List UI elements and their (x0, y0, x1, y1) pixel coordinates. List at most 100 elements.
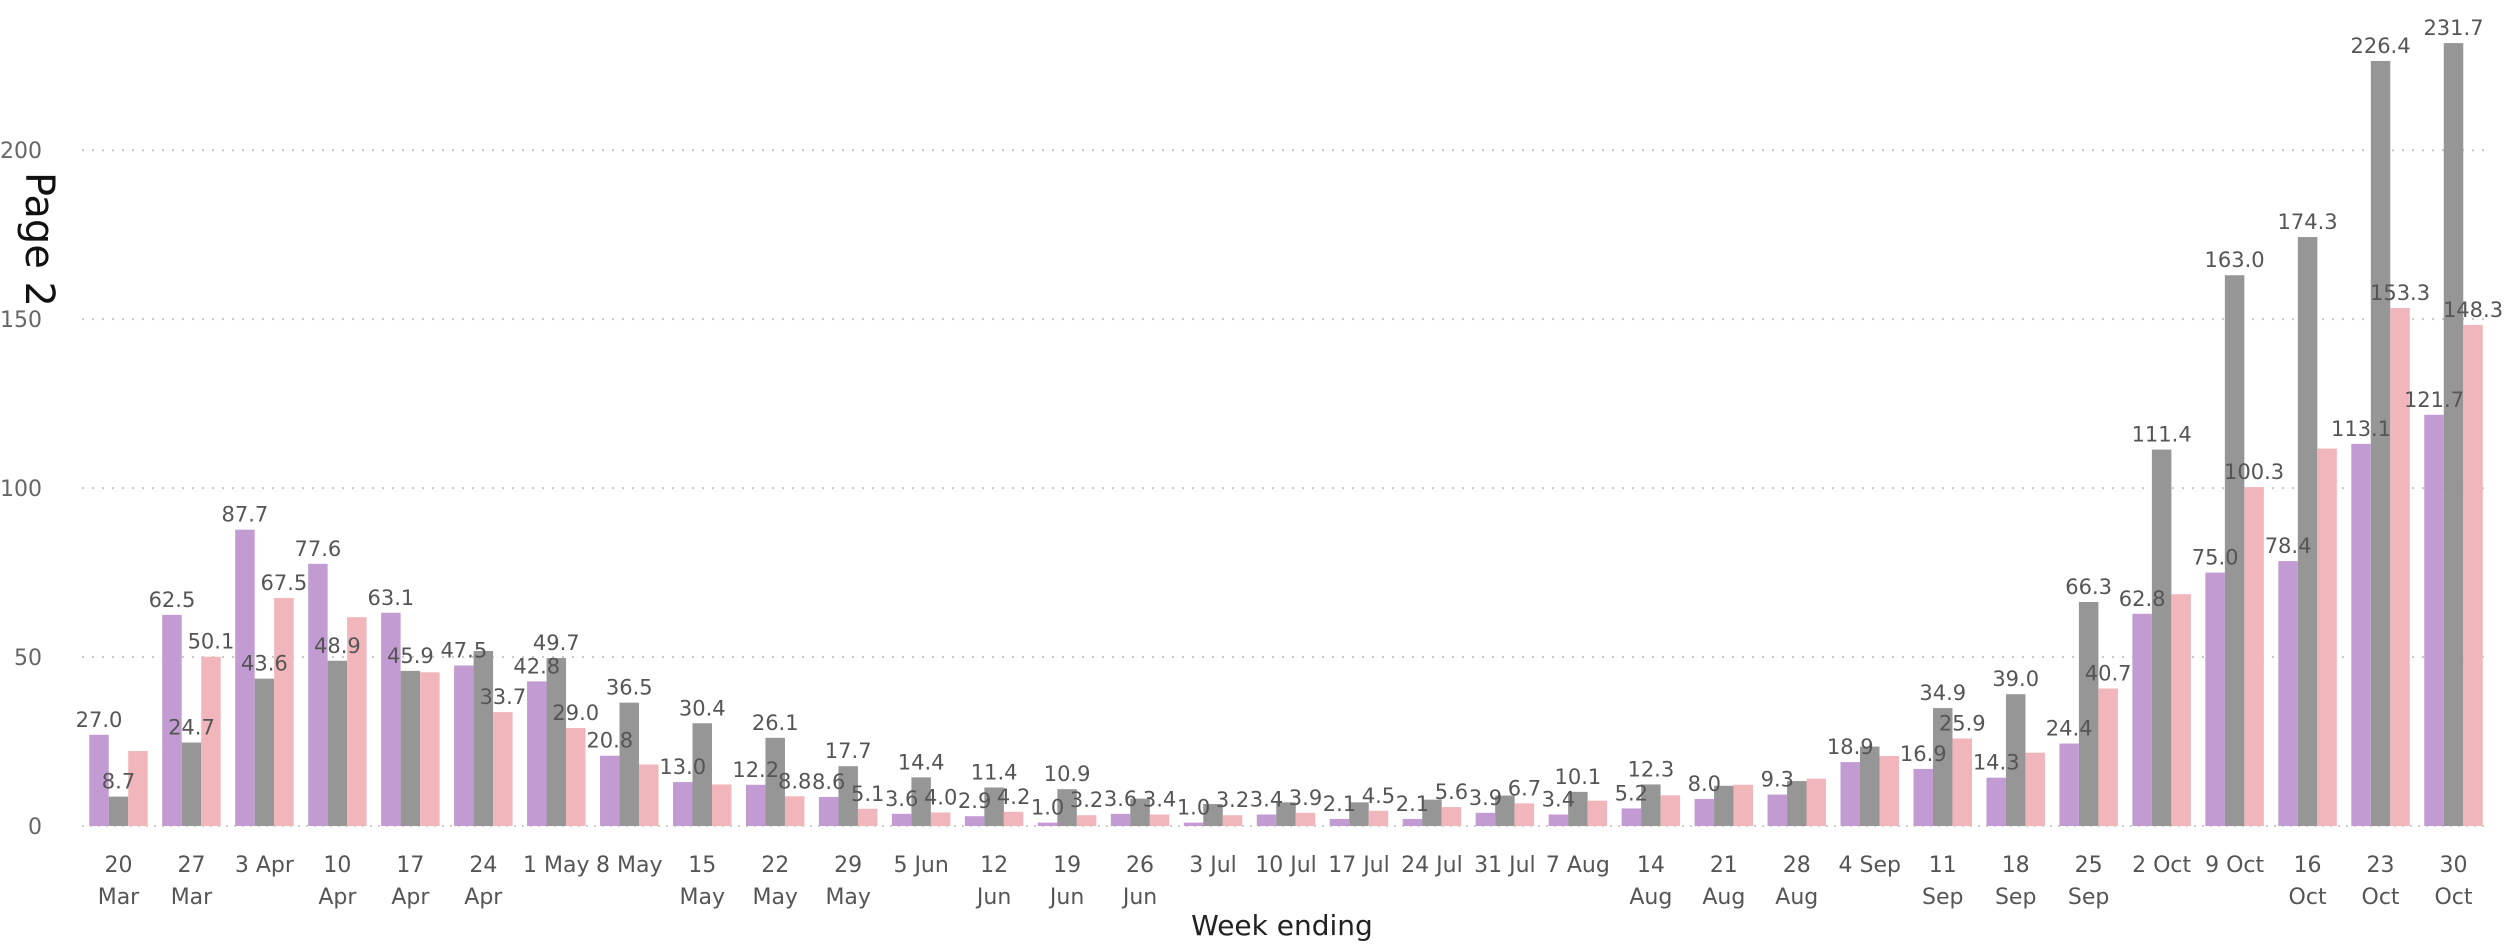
bar-s2-21 (1641, 784, 1661, 826)
bar-s2-32 (2443, 43, 2464, 827)
bar-s3-10 (857, 808, 878, 826)
data-label: 45.9 (387, 644, 434, 668)
bar-s1-20 (1548, 814, 1569, 826)
bar-s1-6 (527, 681, 547, 826)
bar-s2-10 (838, 766, 858, 826)
bar-s3-16 (1295, 812, 1316, 826)
bar-s2-0 (108, 796, 129, 826)
data-label: 1.0 (1177, 796, 1210, 820)
bar-s3-17 (1368, 810, 1389, 826)
data-label: 14.3 (1973, 751, 2020, 775)
bar-s1-12 (964, 816, 985, 826)
x-tick-label: 9 Oct (2205, 853, 2264, 878)
bar-s2-4 (400, 670, 421, 826)
bar-s2-14 (1130, 798, 1150, 826)
x-tick-label: 1 May (523, 853, 589, 878)
data-label: 43.6 (241, 652, 288, 676)
bar-s2-11 (911, 777, 931, 826)
bar-s3-11 (930, 812, 951, 826)
data-label: 5.1 (851, 782, 884, 806)
bar-s2-2 (254, 678, 275, 826)
data-label: 3.6 (885, 787, 918, 811)
bar-s3-32 (2463, 324, 2483, 826)
bar-s2-12 (984, 787, 1004, 826)
x-tick-label: 11 (1929, 853, 1957, 878)
data-label: 34.9 (1919, 681, 1966, 705)
x-tick-label: 7 Aug (1546, 853, 1610, 878)
data-label: 4.2 (997, 785, 1030, 809)
x-tick-label: Apr (464, 885, 503, 910)
x-tick-label: 21 (1710, 853, 1738, 878)
data-label: 1.0 (1031, 796, 1064, 820)
bar-s2-26 (2005, 694, 2026, 826)
bar-s3-13 (1076, 815, 1097, 826)
data-label: 3.6 (1104, 787, 1137, 811)
x-tick-label: 10 Jul (1255, 853, 1317, 878)
data-label: 3.4 (1542, 788, 1575, 812)
x-tick-label: 8 May (596, 853, 662, 878)
bar-s2-7 (619, 702, 640, 826)
bar-s1-28 (2132, 613, 2152, 826)
bar-s2-13 (1057, 789, 1077, 826)
bar-s3-14 (1149, 814, 1170, 826)
bar-s1-2 (235, 529, 255, 826)
data-label: 3.9 (1289, 786, 1322, 810)
data-label: 148.3 (2443, 298, 2503, 322)
x-tick-label: 14 (1637, 853, 1665, 878)
bar-s3-18 (1441, 807, 1462, 826)
data-label: 29.0 (552, 701, 599, 725)
data-label: 87.7 (222, 503, 269, 527)
bar-s3-12 (1003, 811, 1024, 826)
y-tick-label: 100 (0, 477, 42, 502)
x-tick-label: 29 (834, 853, 862, 878)
data-label: 113.1 (2331, 417, 2391, 441)
data-label: 111.4 (2132, 423, 2192, 447)
bar-s3-8 (711, 784, 732, 826)
bar-s3-25 (1952, 738, 1972, 826)
data-labels: 27.08.762.524.750.187.743.667.577.648.96… (76, 16, 2503, 820)
bar-s1-9 (745, 784, 766, 826)
y-tick-label: 200 (0, 139, 42, 164)
bar-s1-30 (2278, 561, 2298, 826)
bar-s2-29 (2224, 275, 2245, 826)
x-tick-label: 16 (2294, 853, 2322, 878)
bar-s3-5 (493, 712, 513, 826)
bar-s3-29 (2244, 487, 2264, 826)
data-label: 75.0 (2192, 546, 2239, 570)
bar-s3-27 (2098, 688, 2118, 826)
data-label: 8.8 (778, 769, 811, 793)
bar-s3-4 (420, 672, 440, 826)
gridlines (82, 149, 2490, 827)
x-tick-label: 30 (2440, 853, 2468, 878)
bar-s3-23 (1806, 778, 1827, 826)
bar-s1-26 (1986, 777, 2006, 826)
x-tick-label: 26 (1126, 853, 1154, 878)
bar-s2-6 (546, 658, 567, 826)
bar-s3-7 (639, 764, 659, 826)
x-axis-title: Week ending (1191, 909, 1373, 942)
x-tick-label: 18 (2002, 853, 2030, 878)
bar-s1-16 (1256, 814, 1277, 826)
bar-s3-9 (784, 796, 805, 826)
data-label: 30.4 (679, 696, 726, 720)
x-tick-label: 10 (323, 853, 351, 878)
data-label: 12.3 (1627, 757, 1674, 781)
data-label: 25.9 (1939, 711, 1986, 735)
bar-s2-3 (327, 660, 348, 826)
data-label: 3.2 (1070, 788, 1103, 812)
bar-s1-21 (1621, 808, 1642, 826)
x-tick-label: 17 Jul (1328, 853, 1390, 878)
data-label: 100.3 (2224, 460, 2284, 484)
bar-s3-2 (274, 597, 294, 826)
y-axis-ticks: 0 50 100 150 200 (0, 139, 42, 840)
data-label: 4.0 (924, 785, 957, 809)
x-tick-label: 25 (2075, 853, 2103, 878)
bar-s1-4 (381, 612, 401, 826)
data-label: 27.0 (76, 708, 123, 732)
data-label: 16.9 (1900, 742, 1947, 766)
data-label: 48.9 (314, 634, 361, 658)
bar-s2-27 (2078, 601, 2099, 826)
data-label: 78.4 (2265, 534, 2312, 558)
y-tick-label: 0 (28, 815, 42, 840)
